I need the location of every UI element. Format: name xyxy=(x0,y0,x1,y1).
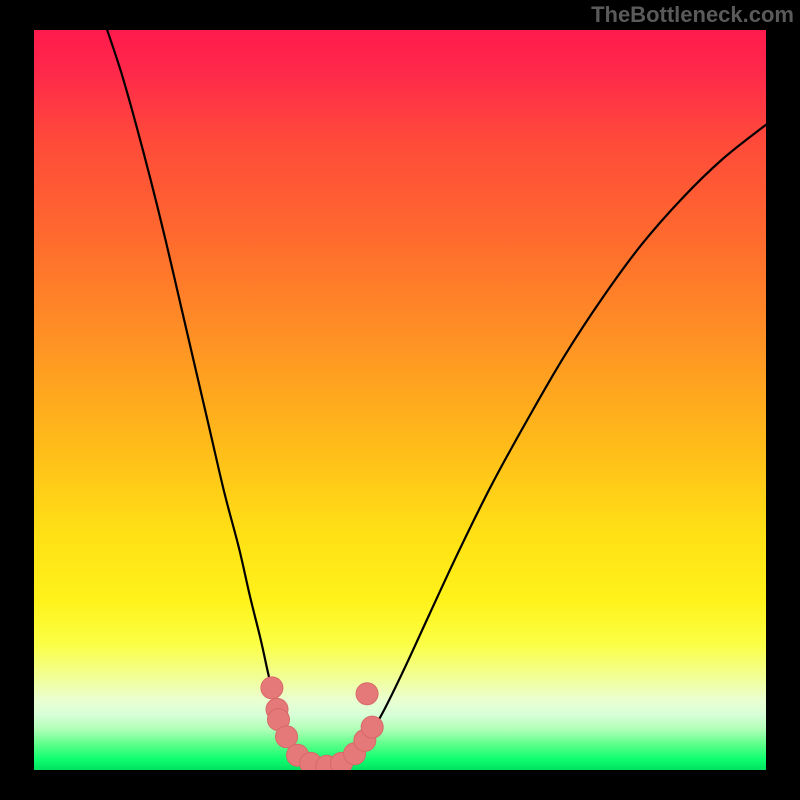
plot-area xyxy=(34,30,766,770)
right-curve xyxy=(323,125,766,768)
left-curve xyxy=(107,30,323,768)
outer-frame xyxy=(24,24,776,776)
marker-point xyxy=(261,677,283,699)
marker-point xyxy=(361,716,383,738)
curve-layer xyxy=(34,30,766,770)
watermark-text: TheBottleneck.com xyxy=(591,0,800,28)
marker-point xyxy=(356,683,378,705)
